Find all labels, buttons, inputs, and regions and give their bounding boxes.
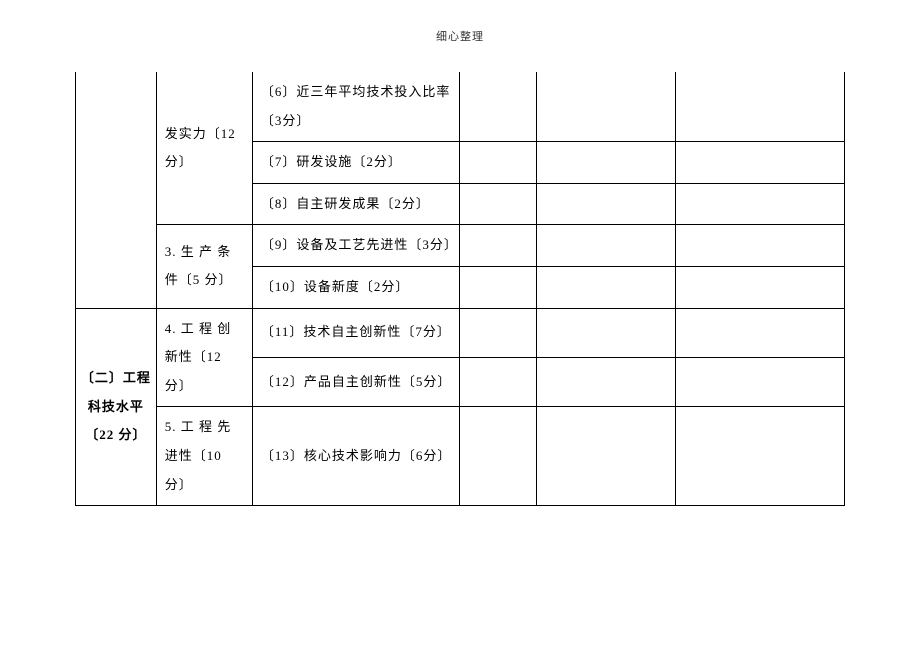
empty-cell (460, 142, 537, 184)
empty-cell (675, 357, 844, 406)
empty-cell (460, 407, 537, 506)
empty-cell (460, 308, 537, 357)
detail-cell: 〔7〕研发设施〔2分〕 (252, 142, 460, 184)
table-row: 〔二〕工程科技水平〔22 分〕 4. 工 程 创 新性〔12 分〕 〔11〕技术… (76, 308, 845, 357)
empty-cell (460, 72, 537, 142)
header-title: 细心整理 (436, 31, 484, 43)
cell-text: 〔13〕核心技术影响力〔6分〕 (261, 448, 452, 463)
empty-cell (675, 142, 844, 184)
empty-cell (537, 308, 675, 357)
cell-text: 〔7〕研发设施〔2分〕 (261, 154, 402, 169)
subcategory-cell: 3. 生 产 条 件〔5 分〕 (156, 225, 252, 308)
detail-cell: 〔9〕设备及工艺先进性〔3分〕 (252, 225, 460, 267)
category-cell (76, 72, 157, 308)
detail-cell: 〔8〕自主研发成果〔2分〕 (252, 183, 460, 225)
table-row: 5. 工 程 先 进性〔10 分〕 〔13〕核心技术影响力〔6分〕 (76, 407, 845, 506)
cell-text: 〔9〕设备及工艺先进性〔3分〕 (261, 237, 458, 252)
empty-cell (537, 407, 675, 506)
empty-cell (537, 225, 675, 267)
table-row: 发实力〔12分〕 〔6〕近三年平均技术投入比率〔3分〕 (76, 72, 845, 142)
empty-cell (675, 266, 844, 308)
cell-text: 4. 工 程 创 新性〔12 分〕 (165, 321, 232, 393)
evaluation-table: 发实力〔12分〕 〔6〕近三年平均技术投入比率〔3分〕 〔7〕研发设施〔2分〕 … (75, 72, 845, 506)
empty-cell (537, 357, 675, 406)
cell-text: 〔11〕技术自主创新性〔7分〕 (261, 324, 451, 339)
category-cell: 〔二〕工程科技水平〔22 分〕 (76, 308, 157, 506)
detail-cell: 〔10〕设备新度〔2分〕 (252, 266, 460, 308)
empty-cell (675, 225, 844, 267)
cell-text: 〔二〕工程科技水平〔22 分〕 (81, 370, 151, 442)
empty-cell (460, 357, 537, 406)
empty-cell (537, 72, 675, 142)
detail-cell: 〔12〕产品自主创新性〔5分〕 (252, 357, 460, 406)
empty-cell (675, 407, 844, 506)
empty-cell (460, 225, 537, 267)
empty-cell (675, 308, 844, 357)
cell-text: 〔6〕近三年平均技术投入比率〔3分〕 (261, 84, 451, 128)
page-header: 细心整理 (0, 0, 920, 72)
table-container: 发实力〔12分〕 〔6〕近三年平均技术投入比率〔3分〕 〔7〕研发设施〔2分〕 … (0, 72, 920, 506)
cell-text: 3. 生 产 条 件〔5 分〕 (165, 244, 233, 288)
cell-text: 〔12〕产品自主创新性〔5分〕 (261, 374, 452, 389)
empty-cell (537, 142, 675, 184)
detail-cell: 〔11〕技术自主创新性〔7分〕 (252, 308, 460, 357)
detail-cell: 〔6〕近三年平均技术投入比率〔3分〕 (252, 72, 460, 142)
subcategory-cell: 5. 工 程 先 进性〔10 分〕 (156, 407, 252, 506)
empty-cell (460, 183, 537, 225)
cell-text: 〔8〕自主研发成果〔2分〕 (261, 196, 430, 211)
empty-cell (675, 72, 844, 142)
empty-cell (675, 183, 844, 225)
detail-cell: 〔13〕核心技术影响力〔6分〕 (252, 407, 460, 506)
cell-text: 〔10〕设备新度〔2分〕 (261, 279, 410, 294)
subcategory-cell: 发实力〔12分〕 (156, 72, 252, 225)
cell-text: 发实力〔12分〕 (165, 126, 236, 170)
subcategory-cell: 4. 工 程 创 新性〔12 分〕 (156, 308, 252, 407)
empty-cell (460, 266, 537, 308)
cell-text: 5. 工 程 先 进性〔10 分〕 (165, 419, 232, 491)
table-row: 3. 生 产 条 件〔5 分〕 〔9〕设备及工艺先进性〔3分〕 (76, 225, 845, 267)
empty-cell (537, 266, 675, 308)
empty-cell (537, 183, 675, 225)
